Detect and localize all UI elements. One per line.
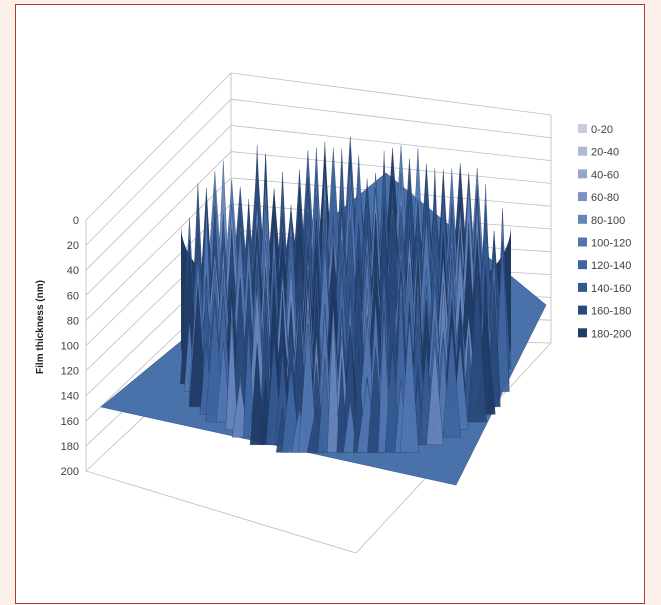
surface-spike (467, 276, 487, 423)
surface-spike (215, 342, 231, 423)
z-tick-label: 60 (67, 290, 79, 302)
chart-frame: 0 20 40 60 80 100 120 140 160 180 200 Film thickne… (15, 4, 645, 604)
legend-label: 140-160 (591, 283, 631, 295)
z-tick-label: 40 (67, 265, 79, 277)
legend-swatch (578, 192, 587, 202)
z-tick-label: 160 (61, 416, 79, 428)
legend: 0-20 20-40 40-60 60-80 80-100 100-120 120-140 1… (578, 124, 631, 340)
legend-label: 0-20 (591, 124, 613, 136)
z-tick-label: 20 (67, 240, 79, 252)
z-tick-label: 180 (61, 441, 79, 453)
legend-swatch (578, 214, 587, 224)
surface-spike (495, 243, 510, 392)
z-tick-label: 0 (73, 215, 79, 227)
surface-spike (343, 400, 358, 453)
surface-spike (225, 317, 238, 430)
surface-spike (377, 311, 391, 453)
legend-label: 160-180 (591, 306, 631, 318)
legend-label: 100-120 (591, 238, 631, 250)
surface-spike (399, 316, 419, 453)
legend-swatch (578, 169, 587, 179)
z-tick-label: 80 (67, 315, 79, 327)
surface-spike (249, 343, 265, 445)
legend-label: 40-60 (591, 169, 619, 181)
surface-spike (327, 302, 340, 453)
legend-swatch (578, 124, 587, 133)
legend-label: 80-100 (591, 215, 625, 227)
surface-spike (442, 324, 461, 438)
legend-swatch (578, 260, 587, 270)
legend-swatch (578, 328, 587, 338)
legend-swatch (578, 146, 587, 156)
surface-plot (100, 136, 547, 486)
legend-label: 60-80 (591, 192, 619, 204)
legend-swatch (578, 237, 587, 247)
legend-label: 20-40 (591, 147, 619, 159)
legend-swatch (578, 282, 587, 292)
z-axis-ticks: 0 20 40 60 80 100 120 140 160 180 200 (61, 215, 79, 478)
legend-swatch (578, 305, 587, 315)
legend-label: 120-140 (591, 260, 631, 272)
z-tick-label: 100 (61, 341, 79, 353)
z-tick-label: 120 (61, 366, 79, 378)
legend-label: 180-200 (591, 328, 631, 340)
surface-chart: 0 20 40 60 80 100 120 140 160 180 200 Film thickne… (35, 72, 631, 554)
surface-spike (426, 342, 444, 445)
z-tick-label: 140 (61, 391, 79, 403)
z-tick-label: 200 (61, 466, 79, 478)
surface-spike (336, 357, 347, 453)
y-axis-label: Film thickness (nm) (35, 280, 46, 374)
surface-spike (384, 344, 401, 453)
